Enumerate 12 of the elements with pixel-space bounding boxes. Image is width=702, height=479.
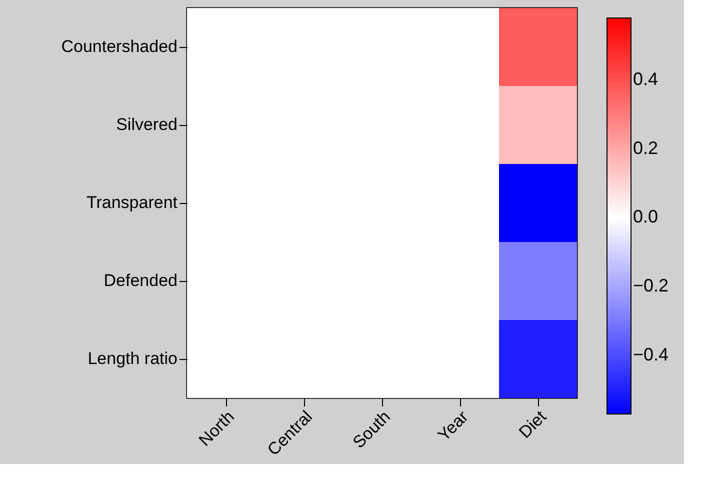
color-bar-label: −0.2 xyxy=(633,276,669,296)
color-bar-label: 0.4 xyxy=(633,68,658,89)
y-tick-label: Defended xyxy=(104,271,178,290)
color-bar-label: 0.2 xyxy=(633,138,658,158)
color-bar-label: 0.0 xyxy=(633,206,658,227)
y-tick-label: Transparent xyxy=(86,193,178,212)
x-tick-label: Year xyxy=(434,406,472,445)
y-tick-label: Silvered xyxy=(116,115,178,134)
y-tick-label: Countershaded xyxy=(61,37,178,56)
color-bar-label: −0.4 xyxy=(633,344,669,364)
y-tick-label: Length ratio xyxy=(88,349,178,368)
x-tick-label: Diet xyxy=(515,406,550,442)
